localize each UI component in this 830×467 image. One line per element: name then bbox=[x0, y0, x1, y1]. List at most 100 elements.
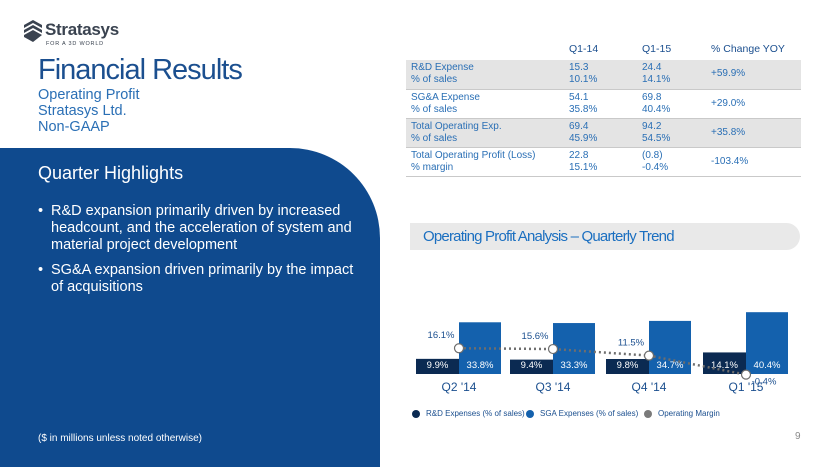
x-tick-label: Q2 '14 bbox=[442, 380, 477, 394]
q1-15-cell: 24.4 14.1% bbox=[642, 60, 711, 90]
operating-margin-point bbox=[643, 350, 655, 361]
row-sublabel: % margin bbox=[411, 161, 454, 173]
q1-14-pct: 45.9% bbox=[569, 132, 598, 144]
subtitle-line-2: Stratasys Ltd. bbox=[38, 103, 127, 119]
subtitle-line-3: Non-GAAP bbox=[38, 119, 110, 135]
x-tick-label: Q4 '14 bbox=[632, 380, 667, 394]
row-label-cell: Total Operating Exp.% of sales bbox=[406, 118, 569, 148]
table-header-change: % Change YOY bbox=[711, 43, 785, 55]
operating-margin-point bbox=[740, 369, 752, 380]
operating-margin-point bbox=[453, 343, 465, 354]
q1-14-cell: 15.3 10.1% bbox=[569, 60, 642, 90]
row-sublabel: % of sales bbox=[411, 132, 458, 144]
q1-14-pct: 15.1% bbox=[569, 161, 598, 173]
q1-14-cell: 54.1 35.8% bbox=[569, 89, 642, 119]
q1-15-pct: 14.1% bbox=[642, 74, 671, 86]
sga-bar bbox=[746, 312, 788, 374]
stratasys-logo-mark-icon bbox=[24, 20, 42, 42]
rd-data-label: 9.9% bbox=[427, 360, 449, 371]
legend-dot-sga-icon bbox=[526, 409, 534, 418]
units-footnote: ($ in millions unless noted otherwise) bbox=[38, 433, 202, 444]
row-label-cell: R&D Expense% of sales bbox=[406, 60, 569, 90]
table-row: Total Operating Profit (Loss)% margin 22… bbox=[406, 147, 801, 177]
rd-bar bbox=[510, 359, 553, 374]
rd-bar bbox=[703, 352, 746, 374]
change-cell: -103.4% bbox=[711, 147, 801, 177]
row-label-cell: Total Operating Profit (Loss)% margin bbox=[406, 147, 569, 177]
legend-dot-rd-icon bbox=[412, 409, 420, 418]
legend-label-margin: Operating Margin bbox=[658, 409, 720, 418]
q1-15-pct: 54.5% bbox=[642, 132, 671, 144]
rd-data-label: 9.4% bbox=[521, 360, 543, 371]
legend-item-margin: Operating Margin bbox=[644, 409, 720, 418]
x-tick-label: Q1 '15 bbox=[729, 380, 764, 394]
legend-item-rd: R&D Expenses (% of sales) bbox=[412, 409, 525, 418]
row-sublabel: % of sales bbox=[411, 103, 458, 115]
table-row: SG&A Expense% of sales 54.1 35.8% 69.8 40.… bbox=[406, 89, 801, 119]
row-label-cell: SG&A Expense% of sales bbox=[406, 89, 569, 119]
q1-15-value: 94.2 bbox=[642, 120, 662, 132]
highlight-bullet: SG&A expansion driven primarily by the i… bbox=[38, 262, 358, 296]
legend-item-sga: SGA Expenses (% of sales) bbox=[526, 409, 638, 418]
highlights-list: R&D expansion primarily driven by increa… bbox=[38, 203, 358, 304]
q1-15-pct: -0.4% bbox=[642, 161, 669, 173]
highlight-bullet: R&D expansion primarily driven by increa… bbox=[38, 203, 358, 254]
sga-data-label: 33.3% bbox=[561, 360, 588, 371]
table-row: Total Operating Exp.% of sales 69.4 45.9%… bbox=[406, 118, 801, 148]
legend-label-rd: R&D Expenses (% of sales) bbox=[426, 409, 525, 418]
sga-data-label: 34.7% bbox=[657, 360, 684, 371]
change-cell: +29.0% bbox=[711, 89, 801, 119]
page-number: 9 bbox=[795, 431, 801, 442]
rd-bar bbox=[606, 359, 649, 374]
legend-label-sga: SGA Expenses (% of sales) bbox=[540, 409, 639, 418]
table-header-label bbox=[406, 38, 569, 60]
q1-15-pct: 40.4% bbox=[642, 103, 671, 115]
trend-header-bar bbox=[410, 223, 800, 250]
trend-title: Operating Profit Analysis – Quarterly Tr… bbox=[423, 228, 675, 245]
sga-bar bbox=[553, 323, 595, 374]
sga-data-label: 40.4% bbox=[754, 360, 781, 371]
row-label: Total Operating Profit (Loss) bbox=[411, 149, 536, 161]
x-tick-label: Q3 '14 bbox=[536, 380, 571, 394]
logo-wordmark: Stratasys bbox=[45, 20, 119, 39]
q1-15-cell: 94.2 54.5% bbox=[642, 118, 711, 148]
q1-14-value: 15.3 bbox=[569, 62, 589, 74]
operating-margin-data-label: 15.6% bbox=[522, 331, 549, 342]
stratasys-logo: Stratasys FOR A 3D WORLD bbox=[22, 16, 142, 50]
logo-tagline: FOR A 3D WORLD bbox=[46, 41, 104, 47]
operating-margin-data-label: -0.4% bbox=[752, 377, 777, 388]
change-cell: +35.8% bbox=[711, 118, 801, 148]
q1-14-pct: 35.8% bbox=[569, 103, 598, 115]
rd-data-label: 14.1% bbox=[711, 360, 738, 371]
legend-dot-margin-icon bbox=[644, 409, 652, 418]
highlights-title: Quarter Highlights bbox=[38, 163, 184, 183]
sga-bar bbox=[459, 322, 501, 374]
q1-14-pct: 10.1% bbox=[569, 74, 598, 86]
change-cell: +59.9% bbox=[711, 60, 801, 90]
q1-14-value: 69.4 bbox=[569, 120, 589, 132]
q1-14-cell: 22.8 15.1% bbox=[569, 147, 642, 177]
rd-data-label: 9.8% bbox=[617, 360, 639, 371]
table-header-q1-14: Q1-14 bbox=[569, 43, 599, 55]
q1-15-cell: (0.8) -0.4% bbox=[642, 147, 711, 177]
rd-bar bbox=[416, 358, 459, 374]
operating-margin-point bbox=[547, 343, 559, 355]
table-header-row: Q1-14 Q1-15 % Change YOY bbox=[406, 38, 801, 60]
subtitle-line-1: Operating Profit bbox=[38, 87, 140, 103]
highlights-panel bbox=[0, 148, 380, 467]
row-label: SG&A Expense bbox=[411, 91, 480, 103]
page-title: Financial Results bbox=[38, 54, 243, 86]
q1-14-cell: 69.4 45.9% bbox=[569, 118, 642, 148]
sga-bar bbox=[649, 320, 691, 374]
q1-15-value: 24.4 bbox=[642, 62, 662, 74]
row-label: Total Operating Exp. bbox=[411, 120, 502, 132]
operating-margin-data-label: 16.1% bbox=[428, 330, 455, 341]
q1-15-value: 69.8 bbox=[642, 91, 662, 103]
row-sublabel: % of sales bbox=[411, 74, 458, 86]
sga-data-label: 33.8% bbox=[467, 360, 494, 371]
table-row: R&D Expense% of sales 15.3 10.1% 24.4 14.1… bbox=[406, 60, 801, 90]
table-header-q1-15: Q1-15 bbox=[642, 43, 672, 55]
operating-profit-table: Q1-14 Q1-15 % Change YOY R&D Expense% of… bbox=[406, 38, 801, 177]
q1-15-cell: 69.8 40.4% bbox=[642, 89, 711, 119]
q1-14-value: 22.8 bbox=[569, 149, 589, 161]
